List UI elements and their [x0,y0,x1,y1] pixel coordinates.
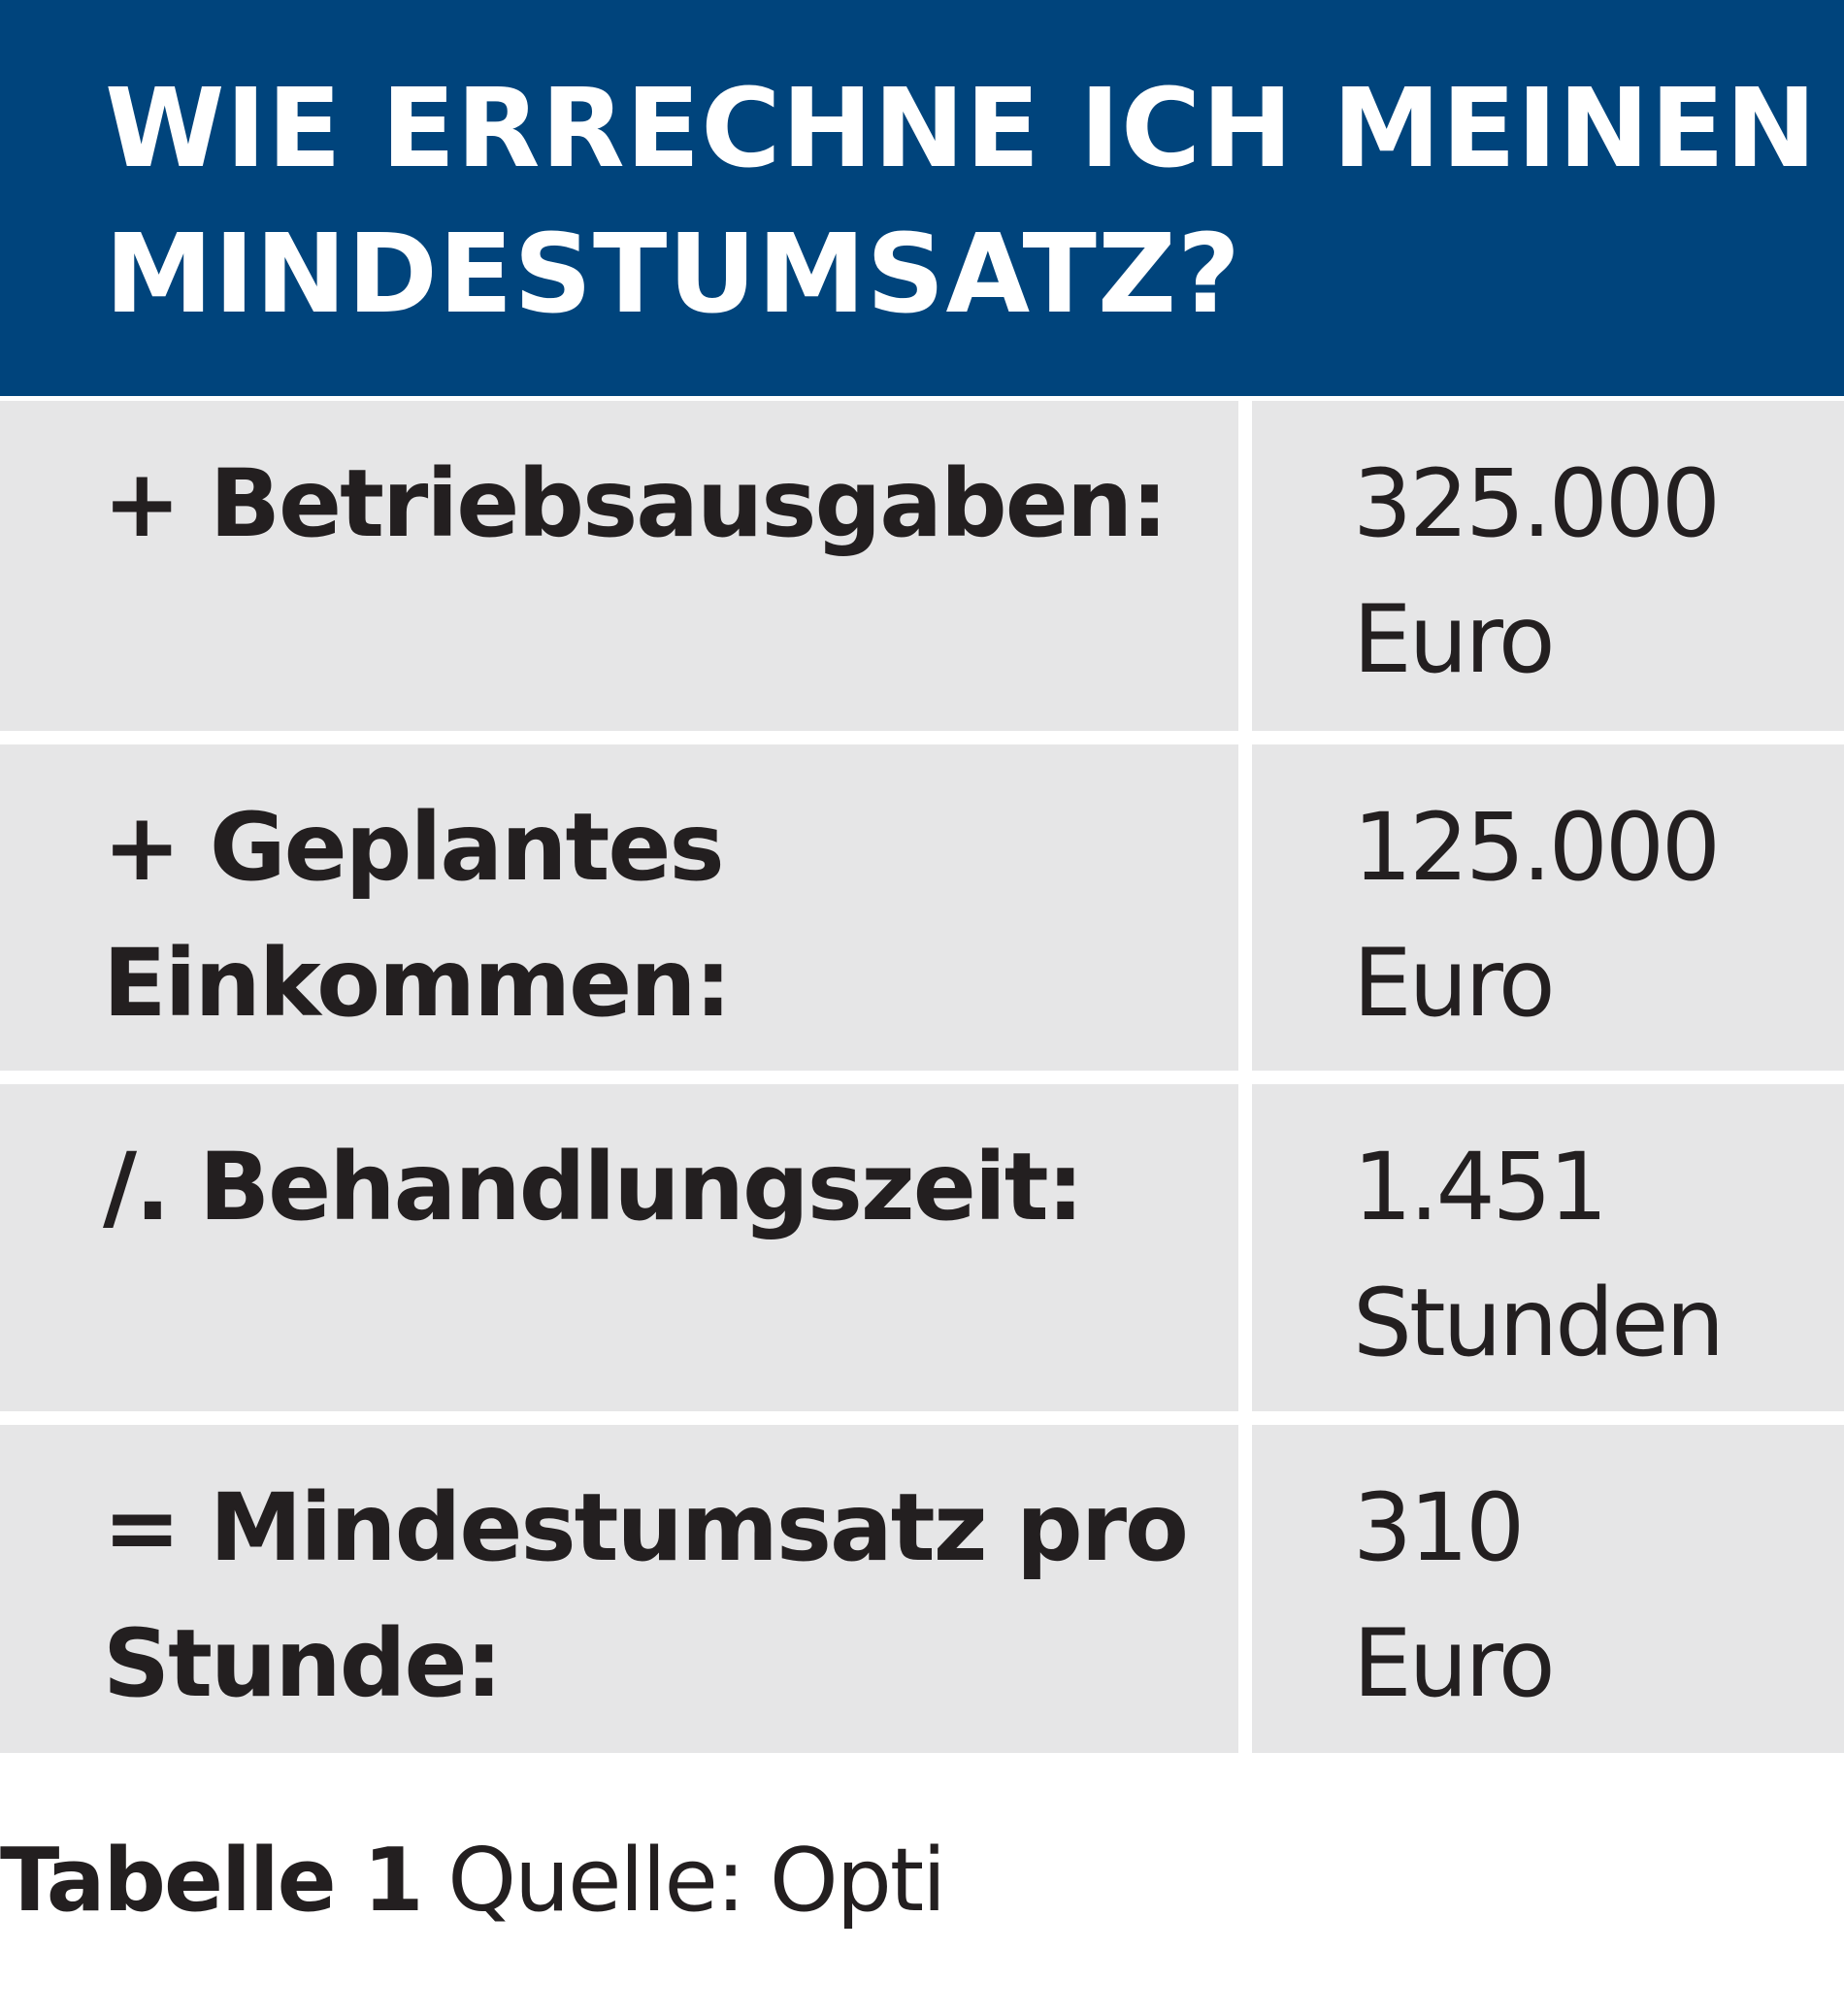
value-cell: 310 Euro [1252,1425,1844,1753]
row-label: /. Behandlungszeit: [103,1119,1084,1255]
row-label-line: /. Behandlungszeit: [103,1133,1084,1241]
title-line-2: MINDESTUMSATZ? [105,212,1242,338]
table-row: = Mindestumsatz pro Stunde: 310 Euro [0,1425,1844,1753]
row-value: 325.000 Euro [1353,436,1721,708]
value-cell: 325.000 Euro [1252,401,1844,731]
label-cell: + Geplantes Einkommen: [0,744,1238,1071]
row-value-unit: Euro [1353,1609,1556,1718]
row-value: 1.451 Stunden [1353,1119,1725,1391]
row-label-line: Einkommen: [103,929,732,1038]
table-caption: Tabelle 1 Quelle: Opti [0,1823,946,1939]
value-cell: 125.000 Euro [1252,744,1844,1071]
row-value-number: 325.000 [1353,449,1721,558]
row-value-unit: Stunden [1353,1269,1725,1377]
row-value: 125.000 Euro [1353,779,1721,1051]
row-label: + Geplantes Einkommen: [103,779,732,1051]
title-line-1: WIE ERRECHNE ICH MEINEN [105,66,1818,192]
row-label-line: Stunde: [103,1609,503,1718]
row-label-line: + Geplantes [103,793,725,902]
row-label: + Betriebsausgaben: [103,436,1169,572]
table-row: + Geplantes Einkommen: 125.000 Euro [0,744,1844,1071]
row-label: = Mindestumsatz pro Stunde: [103,1460,1189,1732]
row-value: 310 Euro [1353,1460,1556,1732]
label-cell: = Mindestumsatz pro Stunde: [0,1425,1238,1753]
table-header: WIE ERRECHNE ICH MEINEN MINDESTUMSATZ? [0,0,1844,396]
caption-table-number: Tabelle 1 [0,1830,424,1932]
row-value-number: 310 [1353,1473,1525,1582]
caption-source: Quelle: Opti [447,1830,946,1932]
table-row: /. Behandlungszeit: 1.451 Stunden [0,1084,1844,1411]
table-title: WIE ERRECHNE ICH MEINEN MINDESTUMSATZ? [105,56,1818,347]
label-cell: + Betriebsausgaben: [0,401,1238,731]
row-value-number: 1.451 [1353,1133,1608,1241]
value-cell: 1.451 Stunden [1252,1084,1844,1411]
row-value-number: 125.000 [1353,793,1721,902]
table-row: + Betriebsausgaben: 325.000 Euro [0,401,1844,731]
row-value-unit: Euro [1353,929,1556,1038]
row-value-unit: Euro [1353,585,1556,694]
row-label-line: = Mindestumsatz pro [103,1473,1189,1582]
label-cell: /. Behandlungszeit: [0,1084,1238,1411]
row-label-line: + Betriebsausgaben: [103,449,1169,558]
